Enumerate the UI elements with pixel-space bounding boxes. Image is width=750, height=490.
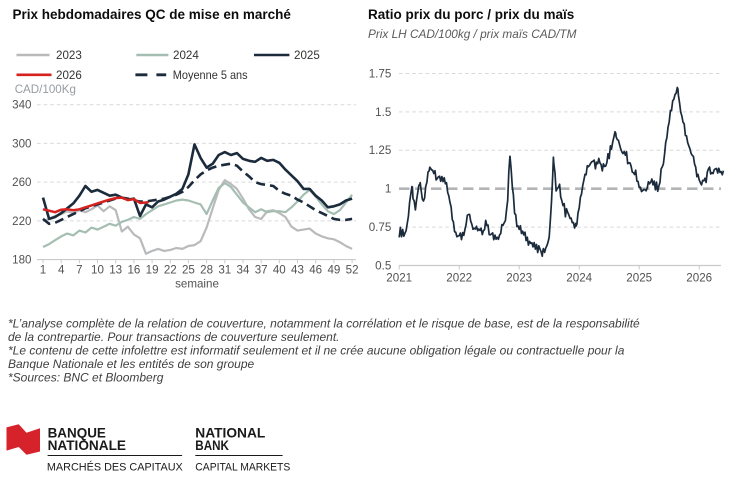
svg-text:Moyenne 5 ans: Moyenne 5 ans bbox=[173, 69, 248, 82]
svg-text:37: 37 bbox=[255, 264, 268, 277]
svg-text:2026: 2026 bbox=[686, 272, 712, 285]
svg-text:0.5: 0.5 bbox=[375, 259, 391, 272]
svg-text:CAPITAL MARKETS: CAPITAL MARKETS bbox=[195, 462, 290, 474]
svg-text:2024: 2024 bbox=[173, 49, 199, 62]
svg-text:Banque Nationale et les entité: Banque Nationale et les entités de son g… bbox=[8, 357, 255, 371]
svg-text:CAD/100Kg: CAD/100Kg bbox=[15, 83, 76, 96]
svg-text:31: 31 bbox=[218, 264, 231, 277]
svg-text:BANK: BANK bbox=[195, 438, 229, 453]
svg-text:1.25: 1.25 bbox=[369, 144, 392, 157]
svg-text:semaine: semaine bbox=[175, 278, 219, 291]
svg-text:Prix hebdomadaires QC de mise: Prix hebdomadaires QC de mise en marché bbox=[13, 7, 292, 22]
svg-text:*Le contenu de cette infolettr: *Le contenu de cette infolettre est info… bbox=[8, 344, 625, 358]
svg-text:10: 10 bbox=[91, 264, 104, 277]
svg-text:2023: 2023 bbox=[506, 272, 532, 285]
svg-text:46: 46 bbox=[309, 264, 322, 277]
svg-text:2022: 2022 bbox=[446, 272, 472, 285]
svg-text:*L’analyse complète de la rela: *L’analyse complète de la relation de co… bbox=[8, 317, 640, 331]
svg-text:1: 1 bbox=[385, 183, 391, 196]
svg-text:MARCHÉS DES CAPITAUX: MARCHÉS DES CAPITAUX bbox=[47, 461, 183, 474]
svg-text:220: 220 bbox=[12, 215, 31, 228]
svg-text:260: 260 bbox=[12, 176, 31, 189]
svg-text:4: 4 bbox=[58, 264, 65, 277]
svg-text:300: 300 bbox=[12, 137, 31, 150]
svg-text:1.5: 1.5 bbox=[375, 106, 391, 119]
svg-text:7: 7 bbox=[76, 264, 82, 277]
svg-text:22: 22 bbox=[164, 264, 177, 277]
svg-text:49: 49 bbox=[327, 264, 340, 277]
svg-text:2025: 2025 bbox=[294, 49, 320, 62]
svg-text:43: 43 bbox=[291, 264, 304, 277]
svg-text:NATIONAL: NATIONAL bbox=[195, 426, 265, 441]
svg-text:NATIONALE: NATIONALE bbox=[48, 438, 126, 453]
svg-text:40: 40 bbox=[273, 264, 286, 277]
svg-text:Ratio prix du porc / prix du m: Ratio prix du porc / prix du maïs bbox=[368, 7, 574, 22]
svg-text:2024: 2024 bbox=[566, 272, 592, 285]
svg-text:2023: 2023 bbox=[56, 49, 82, 62]
svg-text:16: 16 bbox=[127, 264, 140, 277]
svg-text:BANQUE: BANQUE bbox=[48, 426, 106, 441]
svg-text:2021: 2021 bbox=[386, 272, 412, 285]
svg-text:52: 52 bbox=[346, 264, 359, 277]
svg-text:13: 13 bbox=[109, 264, 122, 277]
svg-text:34: 34 bbox=[237, 264, 250, 277]
svg-text:28: 28 bbox=[200, 264, 213, 277]
svg-text:0.75: 0.75 bbox=[369, 221, 392, 234]
svg-text:Prix LH CAD/100kg / prix maïs: Prix LH CAD/100kg / prix maïs CAD/TM bbox=[368, 27, 577, 41]
svg-text:2025: 2025 bbox=[626, 272, 652, 285]
svg-text:1.75: 1.75 bbox=[369, 67, 392, 80]
svg-text:*Sources: BNC et Bloomberg: *Sources: BNC et Bloomberg bbox=[8, 371, 164, 385]
svg-text:1: 1 bbox=[40, 264, 46, 277]
svg-text:340: 340 bbox=[12, 99, 31, 112]
svg-text:de la contrepartie. Pour trans: de la contrepartie. Pour transactions de… bbox=[8, 330, 340, 344]
svg-text:25: 25 bbox=[182, 264, 195, 277]
svg-text:180: 180 bbox=[12, 254, 31, 267]
svg-text:19: 19 bbox=[146, 264, 159, 277]
svg-text:2026: 2026 bbox=[56, 69, 82, 82]
